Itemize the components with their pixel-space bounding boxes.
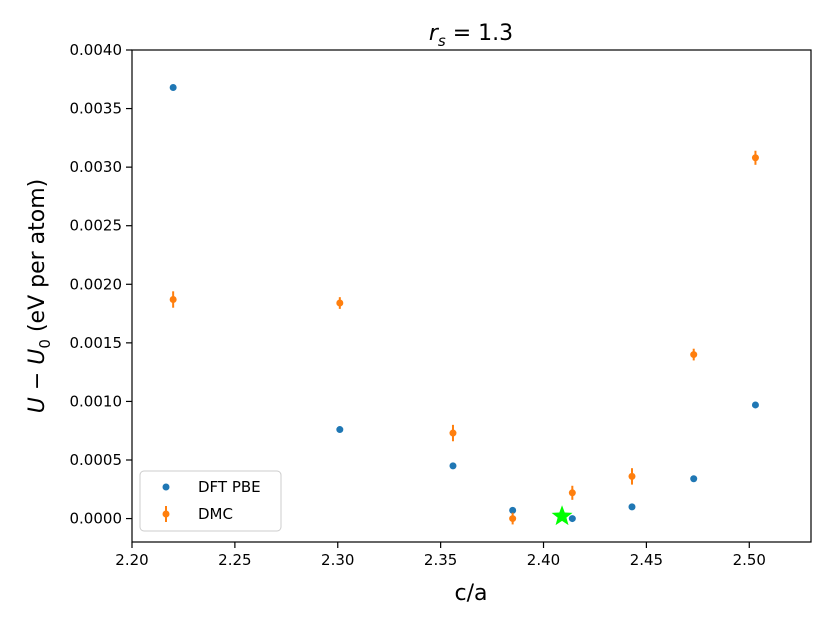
y-tick-label: 0.0000 [70, 510, 123, 528]
x-tick-label: 2.20 [115, 551, 148, 569]
ylabel-rest: (eV per atom) [25, 179, 50, 339]
data-point [509, 515, 517, 523]
x-tick-label: 2.25 [218, 551, 251, 569]
legend-marker-dmc [162, 510, 170, 518]
x-tick-label: 2.40 [527, 551, 560, 569]
y-axis: 0.0000 0.0005 0.0010 0.0015 0.0020 0.0025 0.00… [70, 41, 132, 528]
legend-box [139, 470, 282, 532]
title-rest: = 1.3 [446, 21, 513, 46]
title-subscript: s [438, 32, 446, 50]
y-tick-label: 0.0010 [70, 392, 123, 410]
data-point [628, 503, 636, 511]
chart-title: rs = 1.3 [429, 21, 513, 50]
data-point [628, 472, 636, 480]
series-0 [169, 83, 759, 523]
star-marker [551, 505, 573, 526]
y-tick-label: 0.0035 [70, 100, 123, 118]
y-axis-label: U − U0 (eV per atom) [25, 179, 54, 413]
x-tick-label: 2.30 [321, 551, 354, 569]
plot-area [169, 83, 759, 526]
x-tick-label: 2.45 [630, 551, 663, 569]
data-point [449, 462, 457, 470]
plot-frame [131, 49, 812, 543]
y-tick-label: 0.0005 [70, 451, 123, 469]
ylabel-u1: U [25, 397, 50, 413]
x-tick-label: 2.50 [733, 551, 766, 569]
ylabel-minus: − [25, 365, 50, 397]
title-var: r [429, 21, 440, 46]
data-point [449, 429, 457, 437]
data-point [336, 299, 344, 307]
data-point [509, 506, 517, 514]
legend-label-dft-pbe: DFT PBE [198, 478, 261, 496]
data-point [169, 83, 177, 91]
legend: DFT PBE DMC [139, 470, 282, 532]
y-tick-label: 0.0020 [70, 275, 123, 293]
series-1 [169, 150, 759, 525]
data-point [568, 515, 576, 523]
y-tick-label: 0.0030 [70, 158, 123, 176]
data-point [751, 154, 759, 162]
data-point [169, 296, 177, 304]
legend-marker-dft-pbe [162, 483, 170, 491]
data-point [690, 351, 698, 359]
x-axis: 2.20 2.25 2.30 2.35 2.40 2.45 2.50 [115, 542, 766, 569]
ylabel-subscript: 0 [36, 339, 54, 349]
x-axis-label: c/a [455, 581, 488, 606]
data-point [690, 475, 698, 483]
y-tick-label: 0.0015 [70, 334, 123, 352]
x-tick-label: 2.35 [424, 551, 457, 569]
data-point [568, 489, 576, 497]
data-point [336, 426, 344, 434]
data-point [751, 401, 759, 409]
y-tick-label: 0.0025 [70, 217, 123, 235]
y-tick-label: 0.0040 [70, 41, 123, 59]
ylabel-u2: U [25, 349, 50, 365]
legend-label-dmc: DMC [198, 505, 233, 523]
